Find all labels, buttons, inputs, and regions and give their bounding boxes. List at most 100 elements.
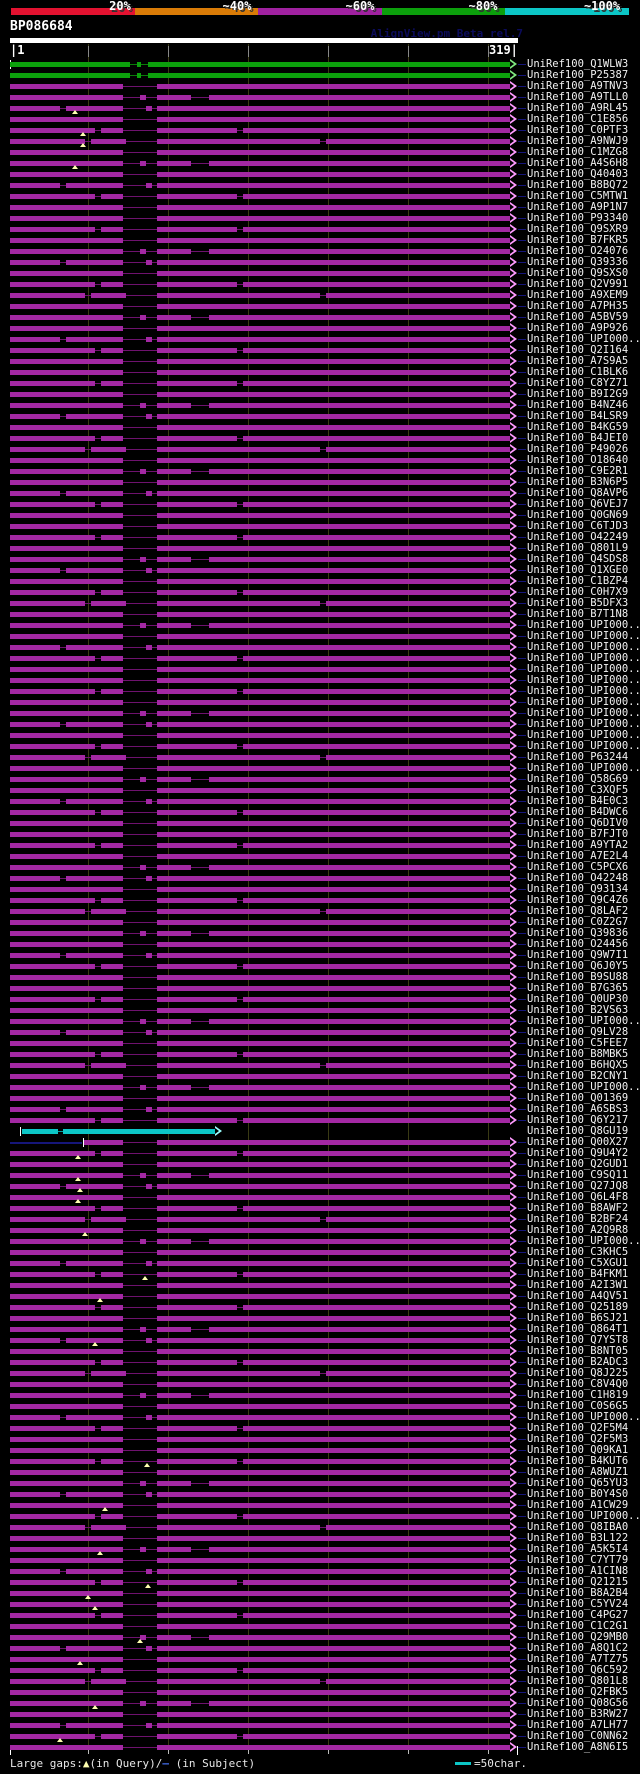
alignment-row[interactable]: UniRef100_A4QV51 [0, 1291, 640, 1302]
alignment-row[interactable]: UniRef100_B5DFX3 [0, 598, 640, 609]
alignment-row[interactable]: UniRef100_B8AWF2 [0, 1203, 640, 1214]
alignment-row[interactable]: UniRef100_A9TLL0 [0, 92, 640, 103]
alignment-row[interactable]: UniRef100_Q09KA1 [0, 1445, 640, 1456]
alignment-row[interactable]: UniRef100_A4S6H8 [0, 158, 640, 169]
alignment-row[interactable]: UniRef100_B3RW27 [0, 1709, 640, 1720]
alignment-row[interactable]: UniRef100_Q1XGE0 [0, 565, 640, 576]
alignment-row[interactable]: UniRef100_Q801L9 [0, 543, 640, 554]
alignment-row[interactable]: UniRef100_Q4SDS8 [0, 554, 640, 565]
alignment-row[interactable]: UniRef100_B8BQ72 [0, 180, 640, 191]
alignment-row[interactable]: UniRef100_Q29MB0 [0, 1632, 640, 1643]
alignment-row[interactable]: UniRef100_Q8IBA0 [0, 1522, 640, 1533]
alignment-row[interactable]: UniRef100_C6TJD3 [0, 521, 640, 532]
alignment-row[interactable]: UniRef100_C3KHC5 [0, 1247, 640, 1258]
alignment-row[interactable]: UniRef100_A9YTA2 [0, 840, 640, 851]
alignment-row[interactable]: UniRef100_B2VS63 [0, 1005, 640, 1016]
alignment-row[interactable]: UniRef100_UPI000.. [0, 741, 640, 752]
alignment-row[interactable]: UniRef100_Q801L8 [0, 1676, 640, 1687]
alignment-row[interactable]: UniRef100_Q65YU3 [0, 1478, 640, 1489]
alignment-row[interactable]: UniRef100_UPI000.. [0, 1236, 640, 1247]
alignment-row[interactable]: UniRef100_Q8GU19 [0, 1126, 640, 1137]
alignment-row[interactable]: UniRef100_C0H7X9 [0, 587, 640, 598]
alignment-row[interactable]: UniRef100_UPI000.. [0, 1511, 640, 1522]
alignment-row[interactable]: UniRef100_UPI000.. [0, 730, 640, 741]
alignment-row[interactable]: UniRef100_UPI000.. [0, 642, 640, 653]
alignment-row[interactable]: UniRef100_B0Y4S0 [0, 1489, 640, 1500]
alignment-row[interactable]: UniRef100_Q8AVP6 [0, 488, 640, 499]
alignment-row[interactable]: UniRef100_C5MTW1 [0, 191, 640, 202]
alignment-row[interactable]: UniRef100_Q6J0Y5 [0, 961, 640, 972]
alignment-row[interactable]: UniRef100_A8WUZ1 [0, 1467, 640, 1478]
alignment-row[interactable]: UniRef100_B9I2G9 [0, 389, 640, 400]
alignment-row[interactable]: UniRef100_Q9W7I1 [0, 950, 640, 961]
alignment-row[interactable]: UniRef100_UPI000.. [0, 334, 640, 345]
alignment-row[interactable]: UniRef100_B7FJT0 [0, 829, 640, 840]
alignment-row[interactable]: UniRef100_B4NZ46 [0, 400, 640, 411]
alignment-row[interactable]: UniRef100_Q1WLW3 [0, 59, 640, 70]
alignment-row[interactable]: UniRef100_C5YV24 [0, 1599, 640, 1610]
alignment-row[interactable]: UniRef100_UPI000.. [0, 631, 640, 642]
alignment-row[interactable]: UniRef100_Q25189 [0, 1302, 640, 1313]
alignment-row[interactable]: UniRef100_Q2F5M4 [0, 1423, 640, 1434]
alignment-row[interactable]: UniRef100_Q9C4Z6 [0, 895, 640, 906]
alignment-row[interactable]: UniRef100_UPI000.. [0, 763, 640, 774]
alignment-row[interactable]: UniRef100_UPI000.. [0, 708, 640, 719]
alignment-row[interactable]: UniRef100_C0Z2G7 [0, 917, 640, 928]
alignment-row[interactable]: UniRef100_B4FKM1 [0, 1269, 640, 1280]
alignment-row[interactable]: UniRef100_Q39836 [0, 928, 640, 939]
alignment-row[interactable]: UniRef100_Q6VEJ7 [0, 499, 640, 510]
alignment-row[interactable]: UniRef100_A8Q1C2 [0, 1643, 640, 1654]
alignment-row[interactable]: UniRef100_C4PG27 [0, 1610, 640, 1621]
alignment-row[interactable]: UniRef100_Q8LAF2 [0, 906, 640, 917]
alignment-row[interactable]: UniRef100_A9XEM9 [0, 290, 640, 301]
alignment-row[interactable]: UniRef100_O24456 [0, 939, 640, 950]
alignment-row[interactable]: UniRef100_C3XQF5 [0, 785, 640, 796]
alignment-row[interactable]: UniRef100_B8A2B4 [0, 1588, 640, 1599]
alignment-row[interactable]: UniRef100_Q08G56 [0, 1698, 640, 1709]
alignment-row[interactable]: UniRef100_UPI000.. [0, 697, 640, 708]
alignment-row[interactable]: UniRef100_Q9SXR9 [0, 224, 640, 235]
alignment-row[interactable]: UniRef100_O18640 [0, 455, 640, 466]
alignment-row[interactable]: UniRef100_B8MBK5 [0, 1049, 640, 1060]
alignment-row[interactable]: UniRef100_Q01369 [0, 1093, 640, 1104]
alignment-row[interactable]: UniRef100_B6HQX5 [0, 1060, 640, 1071]
alignment-row[interactable]: UniRef100_A9P926 [0, 323, 640, 334]
alignment-row[interactable]: UniRef100_B8NT05 [0, 1346, 640, 1357]
alignment-row[interactable]: UniRef100_Q40403 [0, 169, 640, 180]
alignment-row[interactable]: UniRef100_C5FEE7 [0, 1038, 640, 1049]
alignment-row[interactable]: UniRef100_B2CNY1 [0, 1071, 640, 1082]
alignment-row[interactable]: UniRef100_C5PCX6 [0, 862, 640, 873]
alignment-row[interactable]: UniRef100_UPI000.. [0, 1016, 640, 1027]
alignment-row[interactable]: UniRef100_A7PH35 [0, 301, 640, 312]
alignment-row[interactable]: UniRef100_Q0UP30 [0, 994, 640, 1005]
alignment-row[interactable]: UniRef100_B2BF24 [0, 1214, 640, 1225]
alignment-row[interactable]: UniRef100_C0NN62 [0, 1731, 640, 1742]
alignment-row[interactable]: UniRef100_B3N6P5 [0, 477, 640, 488]
alignment-row[interactable]: UniRef100_Q2F5M3 [0, 1434, 640, 1445]
alignment-row[interactable]: UniRef100_C1E856 [0, 114, 640, 125]
alignment-row[interactable]: UniRef100_Q93134 [0, 884, 640, 895]
alignment-row[interactable]: UniRef100_Q6DIV0 [0, 818, 640, 829]
alignment-row[interactable]: UniRef100_Q21215 [0, 1577, 640, 1588]
alignment-row[interactable]: UniRef100_C1H819 [0, 1390, 640, 1401]
alignment-row[interactable]: UniRef100_C1C2G1 [0, 1621, 640, 1632]
alignment-row[interactable]: UniRef100_A5K5I4 [0, 1544, 640, 1555]
alignment-row[interactable]: UniRef100_Q00X27 [0, 1137, 640, 1148]
alignment-row[interactable]: UniRef100_P49026 [0, 444, 640, 455]
alignment-row[interactable]: UniRef100_B4KG59 [0, 422, 640, 433]
alignment-row[interactable]: UniRef100_O24076 [0, 246, 640, 257]
alignment-row[interactable]: UniRef100_C8V4Q0 [0, 1379, 640, 1390]
alignment-row[interactable]: UniRef100_Q2I164 [0, 345, 640, 356]
alignment-row[interactable]: UniRef100_Q8J225 [0, 1368, 640, 1379]
alignment-row[interactable]: UniRef100_B4LSR9 [0, 411, 640, 422]
alignment-row[interactable]: UniRef100_B4JEI0 [0, 433, 640, 444]
alignment-row[interactable]: UniRef100_C1BLK6 [0, 367, 640, 378]
alignment-row[interactable]: UniRef100_B7T1N8 [0, 609, 640, 620]
alignment-row[interactable]: UniRef100_Q2V991 [0, 279, 640, 290]
alignment-row[interactable]: UniRef100_Q2GUD1 [0, 1159, 640, 1170]
alignment-row[interactable]: UniRef100_A6SBS3 [0, 1104, 640, 1115]
alignment-row[interactable]: UniRef100_UPI000.. [0, 1082, 640, 1093]
alignment-row[interactable]: UniRef100_C0PTF3 [0, 125, 640, 136]
alignment-row[interactable]: UniRef100_Q39336 [0, 257, 640, 268]
alignment-row[interactable]: UniRef100_Q9SXS0 [0, 268, 640, 279]
